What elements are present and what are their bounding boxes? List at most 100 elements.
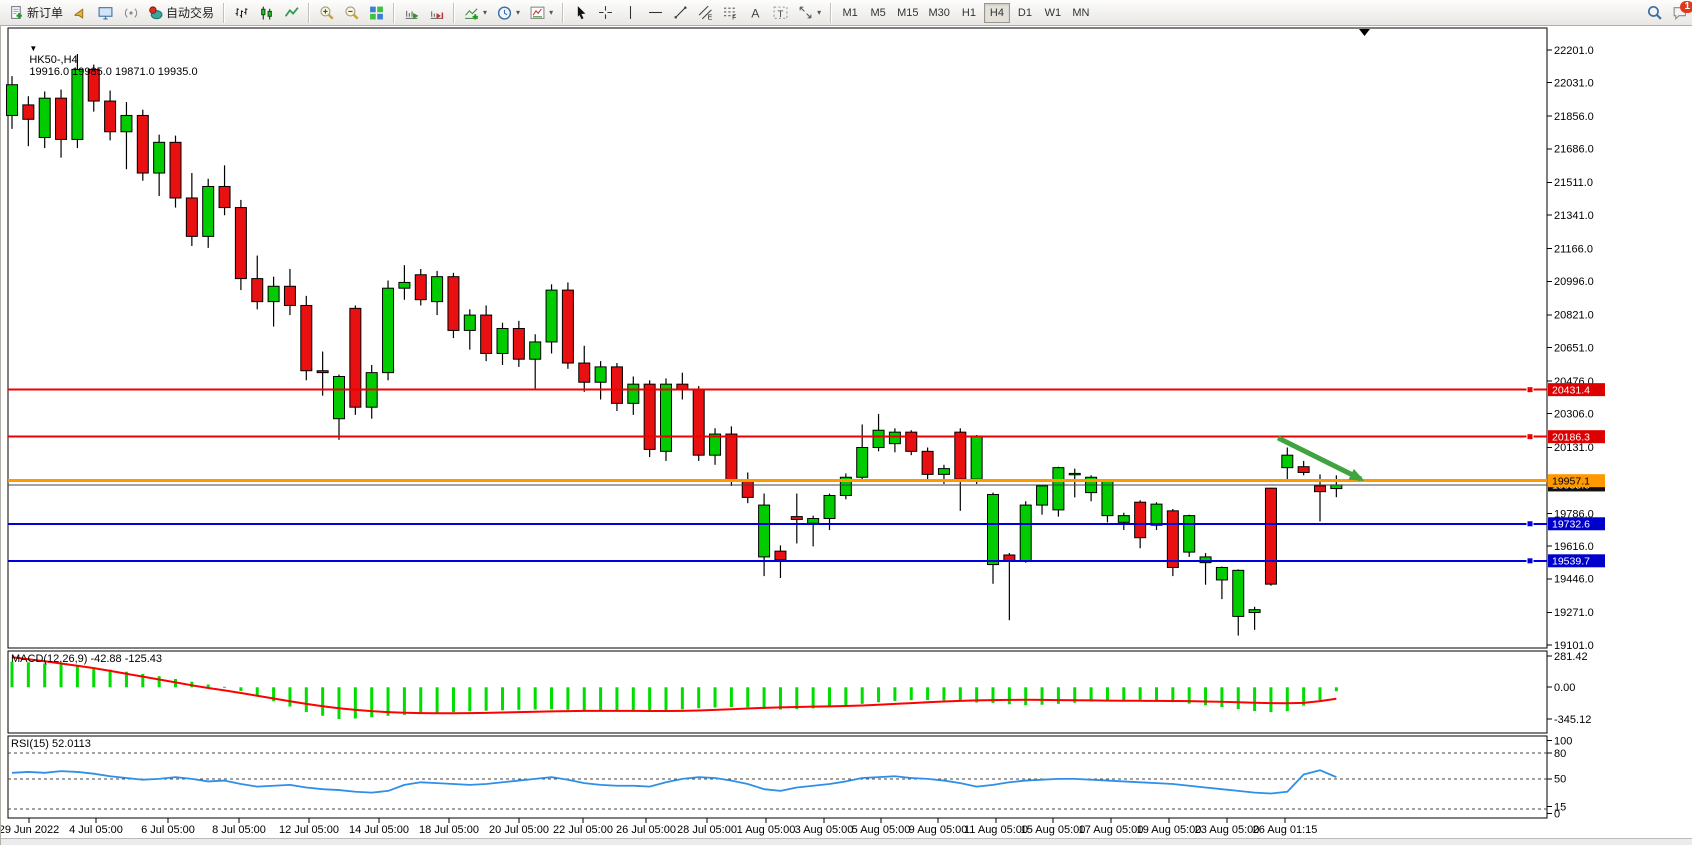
cursor-icon: [573, 5, 588, 20]
chat-button[interactable]: 1: [1668, 0, 1692, 24]
arrows-button[interactable]: ▾: [794, 2, 825, 24]
price-badge: [1548, 554, 1605, 568]
tf-m5-button[interactable]: M5: [865, 3, 891, 23]
auto-scroll-button[interactable]: [400, 2, 423, 24]
candle-bear: [1166, 510, 1179, 568]
candle-bear: [725, 433, 738, 481]
signal-button[interactable]: [119, 2, 142, 24]
time-axis-tick: 23 Aug 05:00: [1195, 824, 1260, 836]
macd-histogram-bar: [582, 687, 586, 711]
chart-panel: [7, 735, 1548, 819]
tf-d1-button[interactable]: D1: [1012, 3, 1038, 23]
signal-icon: [123, 5, 138, 20]
trendline-button[interactable]: [669, 2, 692, 24]
candle-bear: [234, 207, 247, 280]
svg-text:A: A: [751, 6, 760, 20]
horizontal-line-button[interactable]: [644, 2, 667, 24]
rsi-line: [11, 769, 1337, 795]
tf-m30-button[interactable]: M30: [925, 3, 954, 23]
macd-histogram-bar: [566, 687, 570, 710]
candle-bull: [839, 476, 852, 496]
line-handle[interactable]: [1526, 520, 1534, 528]
tf-mn-button[interactable]: MN: [1068, 3, 1094, 23]
macd-histogram-bar: [877, 687, 881, 703]
candle-bear: [790, 516, 803, 520]
candle-bull: [807, 518, 820, 524]
macd-histogram-bar: [615, 687, 619, 712]
text-button[interactable]: A: [744, 2, 767, 24]
tf-m15-button[interactable]: M15: [893, 3, 922, 23]
zoom-in-button[interactable]: [315, 2, 338, 24]
crosshair-button[interactable]: [594, 2, 617, 24]
tile-windows-button[interactable]: [365, 2, 388, 24]
templates-button[interactable]: ▾: [526, 2, 557, 24]
time-axis-tick: 20 Jul 05:00: [489, 824, 549, 836]
chart-shift-button[interactable]: [425, 2, 448, 24]
channel-button[interactable]: E: [694, 2, 717, 24]
periods-button[interactable]: ▾: [493, 2, 524, 24]
macd-histogram-bar: [321, 687, 325, 716]
macd-histogram-bar: [1236, 687, 1240, 710]
indicators-button[interactable]: ▾: [460, 2, 491, 24]
chart-canvas[interactable]: 22201.0 22031.0 21856.0 21686.0 21511.0 21341…: [1, 26, 1692, 845]
auto-scroll-icon: [404, 5, 419, 20]
toolbar-separator: [308, 2, 311, 23]
chart-shift-marker[interactable]: [1359, 29, 1370, 36]
bar-chart-button[interactable]: [230, 2, 253, 24]
macd-histogram-bar: [501, 687, 504, 711]
price-axis-tick: 19271.0: [1554, 607, 1594, 619]
macd-histogram-bar: [255, 687, 259, 696]
tf-h1-button[interactable]: H1: [956, 3, 982, 23]
macd-histogram-bar: [1073, 687, 1077, 703]
new-order-icon: [9, 5, 24, 20]
line-handle[interactable]: [1526, 557, 1534, 565]
time-axis-tick: 18 Jul 05:00: [419, 824, 479, 836]
macd-histogram-bar: [206, 684, 210, 688]
new-order-button[interactable]: 新订单: [5, 2, 67, 24]
macd-histogram-bar: [304, 687, 308, 713]
candlestick-chart-button[interactable]: [255, 2, 278, 24]
macd-signal-line: [11, 656, 1337, 715]
macd-histogram-bar: [370, 687, 374, 718]
candle-bear: [643, 383, 656, 450]
price-badge-label: 19957.1: [1552, 475, 1590, 487]
line-handle[interactable]: [1526, 433, 1534, 441]
annotation-arrow[interactable]: [1276, 435, 1365, 482]
macd-histogram-bar: [811, 687, 815, 709]
notification-badge[interactable]: 1: [1680, 0, 1692, 13]
cursor-button[interactable]: [569, 2, 592, 24]
macd-histogram-bar: [746, 687, 750, 708]
macd-histogram-bar: [909, 687, 913, 701]
candle-bull: [6, 84, 18, 116]
macd-histogram-bar: [1105, 687, 1109, 701]
text-icon: A: [748, 5, 763, 20]
chart-surface[interactable]: 22201.0 22031.0 21856.0 21686.0 21511.0 21341…: [0, 26, 1692, 845]
zoom-out-button[interactable]: [340, 2, 363, 24]
label-button[interactable]: T: [769, 2, 792, 24]
market-watch-button[interactable]: [94, 2, 117, 24]
time-axis-tick: 12 Jul 05:00: [279, 824, 339, 836]
line-chart-button[interactable]: [280, 2, 303, 24]
price-axis-tick: 21686.0: [1554, 144, 1594, 156]
candle-bull: [153, 141, 166, 174]
candle-bull: [970, 435, 983, 480]
macd-histogram-bar: [223, 686, 227, 688]
horn-icon: [73, 5, 88, 20]
macd-histogram-bar: [353, 687, 357, 719]
autotrading-button[interactable]: 自动交易: [144, 2, 218, 24]
horn-button[interactable]: [69, 2, 92, 24]
vertical-line-button[interactable]: [619, 2, 642, 24]
line-handle[interactable]: [1526, 386, 1534, 394]
fibonacci-button[interactable]: F: [719, 2, 742, 24]
search-button[interactable]: [1643, 2, 1666, 24]
tf-m1-button[interactable]: M1: [837, 3, 863, 23]
time-axis-tick: 26 Aug 01:15: [1253, 824, 1318, 836]
price-axis-tick: 19616.0: [1554, 541, 1594, 553]
chart-menu-icon[interactable]: ▼: [29, 44, 38, 53]
candle-bull: [431, 276, 444, 303]
tf-h4-button[interactable]: H4: [983, 2, 1010, 23]
tf-w1-button[interactable]: W1: [1040, 3, 1066, 23]
chevron-down-icon: ▾: [549, 8, 554, 17]
macd-histogram-bar: [1171, 687, 1175, 703]
macd-histogram-bar: [1302, 687, 1306, 706]
